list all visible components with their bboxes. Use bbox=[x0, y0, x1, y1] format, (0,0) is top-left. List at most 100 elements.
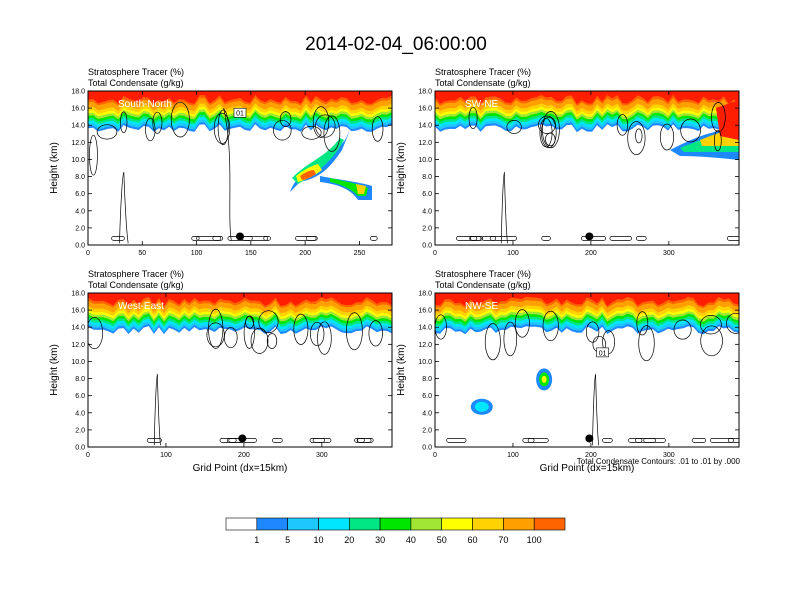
condensate-contour bbox=[726, 312, 739, 334]
x-tick-label: 0 bbox=[86, 452, 90, 459]
condensate-contour bbox=[506, 120, 522, 134]
condensate-contour bbox=[208, 308, 224, 349]
condensate-contour bbox=[315, 114, 336, 138]
condensate-contour-tower bbox=[592, 373, 600, 446]
y-tick-label: 10.0 bbox=[71, 157, 85, 164]
colorbar-swatch bbox=[472, 517, 504, 531]
colorbar-swatch bbox=[503, 517, 535, 531]
condensate-contour-low bbox=[726, 236, 739, 241]
condensate-contour bbox=[170, 101, 190, 138]
condensate-contour bbox=[636, 311, 649, 336]
y-tick-label: 12.0 bbox=[418, 342, 432, 349]
condensate-contour bbox=[673, 319, 692, 340]
x-tick-label: 0 bbox=[433, 250, 437, 257]
condensate-contour bbox=[484, 323, 501, 361]
condensate-contour-low bbox=[272, 438, 283, 443]
tracer-fold-6 bbox=[356, 184, 366, 194]
y-axis-label: Height (km) bbox=[396, 142, 407, 194]
condensate-contour bbox=[323, 115, 341, 152]
condensate-contour bbox=[503, 321, 518, 357]
condensate-contour bbox=[213, 112, 231, 144]
condensate-contour bbox=[301, 125, 322, 140]
y-tick-label: 10.0 bbox=[418, 157, 432, 164]
condensate-contour bbox=[616, 114, 629, 136]
condensate-contour-low bbox=[481, 236, 497, 241]
x-tick-label: 200 bbox=[299, 250, 311, 257]
y-tick-label: 8.0 bbox=[422, 376, 432, 383]
field-title-condensate: Total Condensate (g/kg) bbox=[435, 78, 531, 88]
y-tick-label: 14.0 bbox=[71, 123, 85, 130]
location-marker bbox=[238, 434, 247, 443]
x-tick-label: 200 bbox=[585, 250, 597, 257]
colorbar-swatch bbox=[348, 517, 381, 531]
condensate-contour-low bbox=[635, 438, 643, 443]
field-title-condensate: Total Condensate (g/kg) bbox=[88, 78, 184, 88]
field-title-tracer: Stratosphere Tracer (%) bbox=[435, 67, 531, 77]
x-tick-label: 100 bbox=[191, 250, 203, 257]
x-tick-label: 0 bbox=[433, 452, 437, 459]
plot-frame bbox=[434, 90, 740, 246]
field-title-tracer: Stratosphere Tracer (%) bbox=[435, 269, 531, 279]
condensate-contour-low bbox=[196, 236, 222, 241]
y-tick-label: 14.0 bbox=[418, 325, 432, 332]
x-tick-label: 100 bbox=[507, 452, 519, 459]
condensate-contour bbox=[346, 312, 363, 351]
contour-label-box bbox=[233, 107, 247, 118]
condensate-contour bbox=[120, 111, 128, 134]
plot-frame bbox=[87, 292, 393, 448]
colorbar-swatch bbox=[318, 517, 350, 531]
y-tick-label: 14.0 bbox=[418, 123, 432, 130]
condensate-contour bbox=[514, 309, 530, 338]
y-tick-label: 0.0 bbox=[75, 445, 85, 452]
y-tick-label: 18.0 bbox=[418, 89, 432, 96]
field-title-tracer: Stratosphere Tracer (%) bbox=[88, 269, 184, 279]
y-tick-label: 14.0 bbox=[71, 325, 85, 332]
tracer-band-0 bbox=[435, 293, 739, 307]
tracer-band-0 bbox=[88, 91, 392, 104]
panel-label: SW-NE bbox=[465, 99, 498, 110]
y-tick-label: 12.0 bbox=[71, 140, 85, 147]
field-title-tracer: Stratosphere Tracer (%) bbox=[88, 67, 184, 77]
y-tick-label: 18.0 bbox=[71, 291, 85, 298]
y-tick-label: 16.0 bbox=[71, 308, 85, 315]
y-tick-label: 16.0 bbox=[418, 106, 432, 113]
condensate-contour-low bbox=[522, 438, 549, 443]
colorbar-label: 40 bbox=[406, 535, 416, 545]
condensate-contour-low bbox=[263, 236, 271, 241]
x-axis-label: Grid Point (dx=15km) bbox=[540, 463, 635, 474]
condensate-contour-low bbox=[111, 236, 125, 241]
condensate-contour bbox=[711, 102, 726, 133]
condensate-contour-low bbox=[309, 438, 332, 443]
colorbar-label: 100 bbox=[527, 535, 542, 545]
condensate-contour bbox=[88, 316, 104, 350]
plot-area bbox=[435, 91, 739, 245]
condensate-contour bbox=[293, 313, 309, 345]
condensate-contour bbox=[371, 116, 384, 142]
colorbar-label: 70 bbox=[498, 535, 508, 545]
condensate-contour-low bbox=[305, 236, 317, 241]
y-tick-label: 8.0 bbox=[75, 174, 85, 181]
condensate-contour-low bbox=[446, 438, 467, 443]
x-tick-label: 200 bbox=[238, 452, 250, 459]
condensate-contour-low bbox=[691, 438, 707, 443]
condensate-contour bbox=[152, 111, 163, 134]
colorbar-label: 30 bbox=[375, 535, 385, 545]
condensate-contour bbox=[638, 325, 655, 362]
condensate-contour bbox=[245, 315, 255, 329]
condensate-contour bbox=[145, 117, 156, 142]
y-tick-label: 12.0 bbox=[71, 342, 85, 349]
x-tick-label: 250 bbox=[354, 250, 366, 257]
x-tick-label: 0 bbox=[86, 250, 90, 257]
y-tick-label: 18.0 bbox=[418, 291, 432, 298]
condensate-contour bbox=[250, 327, 269, 354]
condensate-contour bbox=[96, 124, 118, 140]
y-tick-label: 6.0 bbox=[75, 393, 85, 400]
condensate-contour bbox=[585, 321, 600, 343]
y-axis-label: Height (km) bbox=[49, 142, 60, 194]
contour-label-box bbox=[596, 347, 609, 358]
condensate-contour-low bbox=[628, 438, 656, 443]
condensate-contour bbox=[635, 128, 643, 144]
